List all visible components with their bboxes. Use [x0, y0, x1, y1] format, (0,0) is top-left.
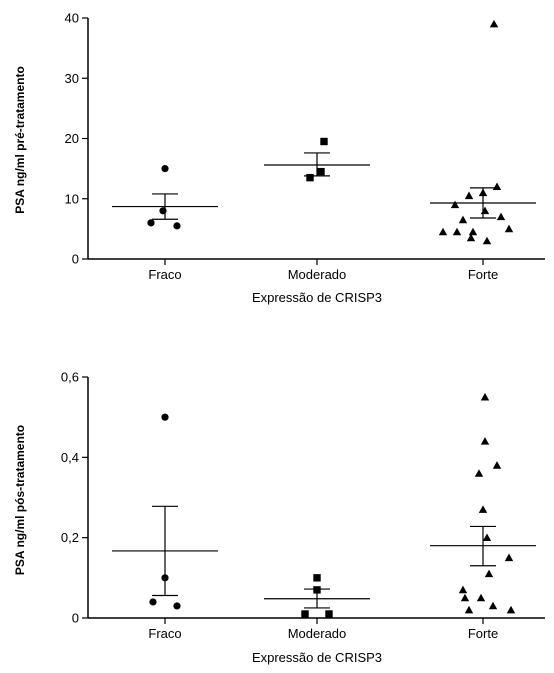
data-point-square — [320, 138, 327, 145]
data-point-triangle — [493, 461, 501, 469]
data-point-triangle — [489, 602, 497, 610]
data-point-triangle — [453, 228, 461, 236]
data-point-square — [306, 174, 313, 181]
y-tick-label: 0,4 — [61, 450, 79, 465]
data-point-triangle — [481, 437, 489, 445]
y-tick-label: 0 — [72, 252, 79, 267]
data-point-square — [313, 574, 320, 581]
data-point-triangle — [479, 189, 487, 197]
data-point-triangle — [469, 228, 477, 236]
data-point-triangle — [459, 586, 467, 594]
x-tick-label: Moderado — [288, 267, 347, 282]
data-point-circle — [161, 165, 168, 172]
data-point-triangle — [505, 554, 513, 562]
data-point-triangle — [493, 183, 501, 191]
x-tick-label: Forte — [468, 626, 498, 641]
data-point-circle — [159, 207, 166, 214]
y-tick-label: 0,6 — [61, 370, 79, 385]
data-point-triangle — [507, 606, 515, 614]
y-tick-label: 0,2 — [61, 530, 79, 545]
data-point-circle — [173, 602, 180, 609]
x-tick-label: Moderado — [288, 626, 347, 641]
y-tick-label: 40 — [65, 11, 79, 26]
data-point-triangle — [465, 192, 473, 200]
data-point-triangle — [479, 505, 487, 513]
data-point-triangle — [505, 225, 513, 233]
data-point-triangle — [497, 213, 505, 221]
x-axis-label: Expressão de CRISP3 — [252, 290, 382, 305]
data-point-triangle — [481, 393, 489, 401]
data-point-triangle — [461, 594, 469, 602]
data-point-circle — [147, 219, 154, 226]
data-point-circle — [149, 598, 156, 605]
data-point-circle — [161, 414, 168, 421]
x-axis-label: Expressão de CRISP3 — [252, 650, 382, 665]
x-tick-label: Fraco — [148, 267, 181, 282]
data-point-triangle — [459, 216, 467, 224]
post-treatment-chart: PSA ng/ml pós-tratamento Expressão de CR… — [13, 370, 545, 666]
data-point-triangle — [465, 606, 473, 614]
data-point-square — [325, 610, 332, 617]
data-point-triangle — [475, 469, 483, 477]
data-point-square — [317, 168, 324, 175]
x-tick-label: Fraco — [148, 626, 181, 641]
data-point-circle — [173, 222, 180, 229]
data-point-triangle — [483, 237, 491, 245]
data-point-square — [313, 586, 320, 593]
y-tick-label: 0 — [72, 611, 79, 626]
data-point-triangle — [451, 201, 459, 209]
y-tick-label: 30 — [65, 71, 79, 86]
y-axis-label: PSA ng/ml pré-tratamento — [13, 66, 27, 214]
data-point-triangle — [481, 207, 489, 215]
x-tick-label: Forte — [468, 267, 498, 282]
data-point-circle — [161, 574, 168, 581]
data-point-triangle — [477, 594, 485, 602]
y-tick-label: 20 — [65, 131, 79, 146]
y-tick-label: 10 — [65, 191, 79, 206]
data-point-triangle — [490, 20, 498, 28]
data-point-triangle — [485, 570, 493, 578]
data-point-triangle — [439, 228, 447, 236]
data-point-square — [301, 610, 308, 617]
y-axis-label: PSA ng/ml pós-tratamento — [13, 425, 27, 575]
data-point-triangle — [483, 533, 491, 541]
pre-treatment-chart: PSA ng/ml pré-tratamento Expressão de CR… — [13, 11, 545, 306]
